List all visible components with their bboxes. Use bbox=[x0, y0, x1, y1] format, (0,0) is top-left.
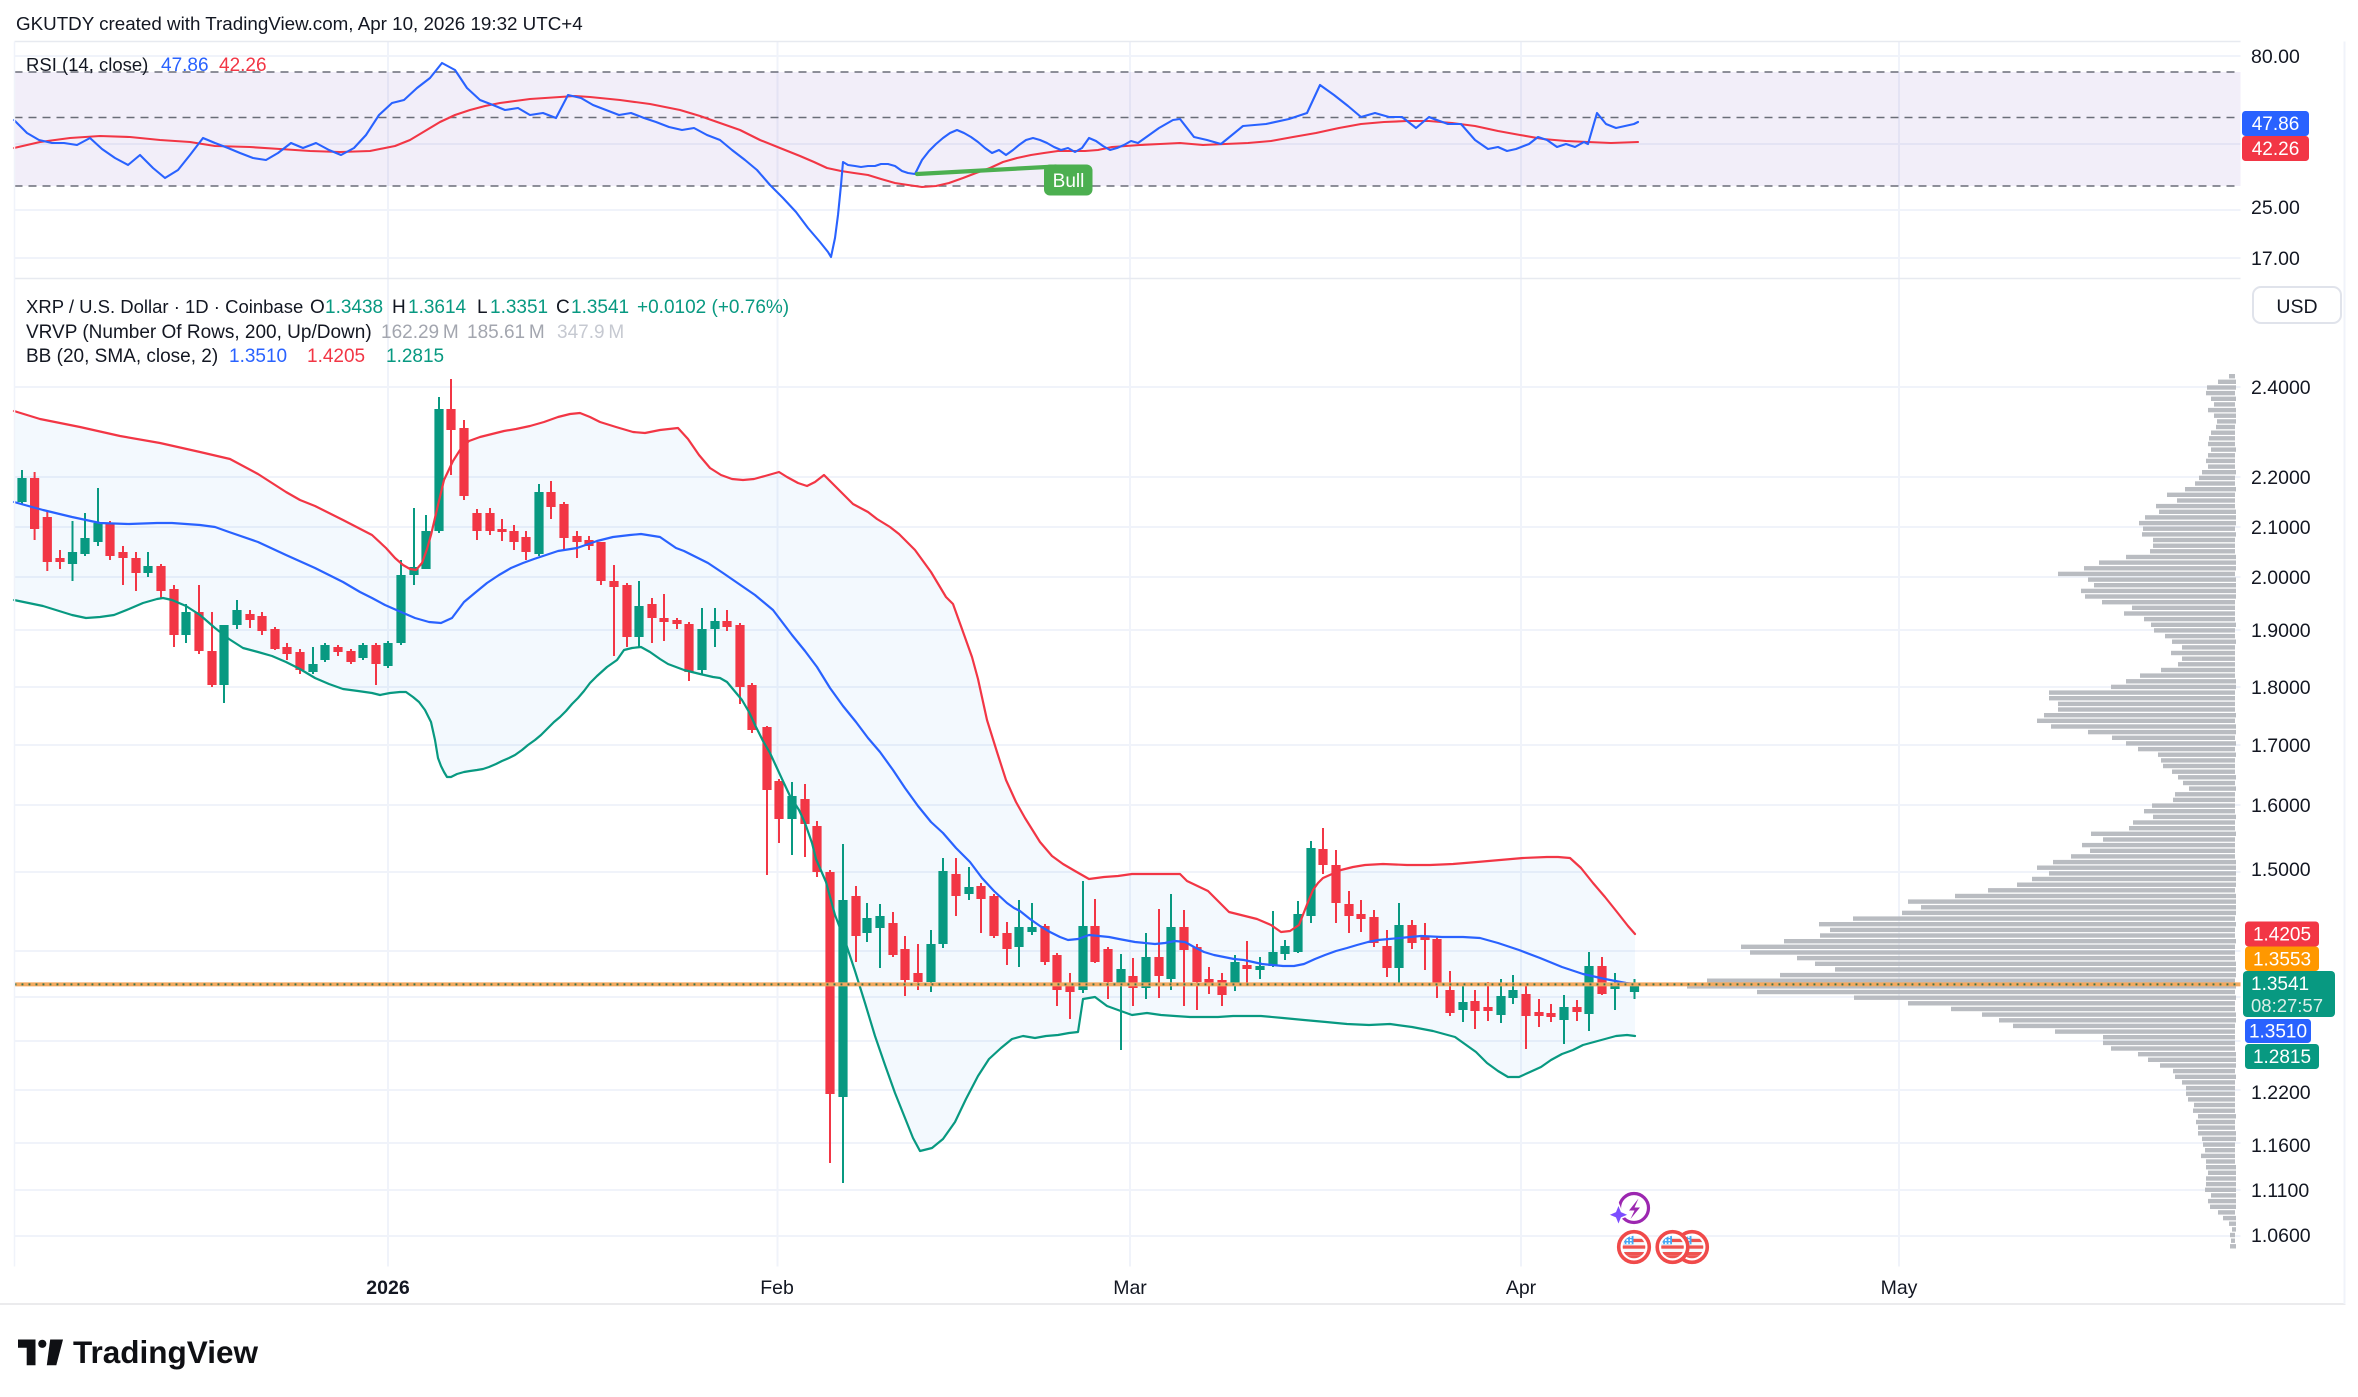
svg-text:2.1000: 2.1000 bbox=[2251, 517, 2311, 539]
svg-text:1.2200: 1.2200 bbox=[2251, 1082, 2311, 1104]
svg-text:O: O bbox=[310, 297, 325, 318]
svg-text:1.3614: 1.3614 bbox=[408, 297, 467, 318]
svg-text:1.3510: 1.3510 bbox=[2249, 1022, 2307, 1043]
svg-text:1.3541: 1.3541 bbox=[571, 297, 629, 318]
svg-text:Mar: Mar bbox=[1113, 1277, 1147, 1299]
svg-text:1.6000: 1.6000 bbox=[2251, 795, 2311, 817]
svg-text:47.86: 47.86 bbox=[161, 55, 209, 76]
svg-text:1.1600: 1.1600 bbox=[2251, 1135, 2311, 1157]
svg-text:47.86: 47.86 bbox=[2252, 114, 2300, 135]
svg-text:C: C bbox=[556, 297, 570, 318]
svg-text:Apr: Apr bbox=[1506, 1277, 1537, 1299]
svg-text:1.1100: 1.1100 bbox=[2251, 1180, 2309, 1202]
svg-text:185.61 M: 185.61 M bbox=[467, 322, 545, 343]
svg-text:1.3553: 1.3553 bbox=[2253, 949, 2311, 970]
svg-text:162.29 M: 162.29 M bbox=[381, 322, 459, 343]
svg-text:1.5000: 1.5000 bbox=[2251, 859, 2311, 881]
svg-text:Feb: Feb bbox=[760, 1277, 794, 1299]
svg-text:VRVP (Number Of Rows, 200, Up/: VRVP (Number Of Rows, 200, Up/Down) bbox=[26, 322, 372, 343]
svg-text:2.0000: 2.0000 bbox=[2251, 567, 2311, 589]
svg-text:1.3510: 1.3510 bbox=[229, 346, 287, 367]
svg-text:1.2815: 1.2815 bbox=[2253, 1047, 2311, 1068]
svg-text:May: May bbox=[1881, 1277, 1918, 1299]
svg-text:1.4205: 1.4205 bbox=[2253, 925, 2311, 946]
svg-text:1.3438: 1.3438 bbox=[325, 297, 383, 318]
svg-text:42.26: 42.26 bbox=[219, 55, 267, 76]
svg-text:08:27:57: 08:27:57 bbox=[2251, 995, 2323, 1016]
svg-text:L: L bbox=[477, 297, 488, 318]
svg-text:2026: 2026 bbox=[366, 1277, 410, 1299]
svg-text:1.2815: 1.2815 bbox=[386, 346, 444, 367]
svg-text:USD: USD bbox=[2276, 296, 2317, 318]
svg-text:1.4205: 1.4205 bbox=[307, 346, 365, 367]
svg-text:1.3541: 1.3541 bbox=[2251, 974, 2309, 995]
svg-text:42.26: 42.26 bbox=[2252, 139, 2300, 160]
svg-text:GKUTDY created with TradingVie: GKUTDY created with TradingView.com, Apr… bbox=[16, 13, 583, 34]
svg-text:25.00: 25.00 bbox=[2251, 197, 2300, 219]
svg-text:80.00: 80.00 bbox=[2251, 46, 2300, 68]
svg-text:17.00: 17.00 bbox=[2251, 248, 2300, 270]
svg-text:H: H bbox=[392, 297, 406, 318]
svg-text:XRP / U.S. Dollar · 1D · Coinb: XRP / U.S. Dollar · 1D · Coinbase bbox=[26, 296, 303, 317]
svg-text:1.8000: 1.8000 bbox=[2251, 677, 2311, 699]
svg-text:1.0600: 1.0600 bbox=[2251, 1225, 2311, 1247]
svg-text:Bull: Bull bbox=[1053, 171, 1085, 192]
svg-text:1.7000: 1.7000 bbox=[2251, 735, 2311, 757]
svg-text:1.3351: 1.3351 bbox=[490, 297, 548, 318]
svg-text:1.9000: 1.9000 bbox=[2251, 620, 2311, 642]
svg-text:TradingView: TradingView bbox=[73, 1334, 258, 1370]
svg-text:+0.0102 (+0.76%): +0.0102 (+0.76%) bbox=[637, 297, 789, 318]
svg-text:347.9 M: 347.9 M bbox=[557, 322, 624, 343]
svg-text:2.4000: 2.4000 bbox=[2251, 377, 2311, 399]
svg-text:RSI (14, close): RSI (14, close) bbox=[26, 54, 148, 75]
svg-text:2.2000: 2.2000 bbox=[2251, 467, 2311, 489]
svg-text:BB (20, SMA, close, 2): BB (20, SMA, close, 2) bbox=[26, 346, 218, 367]
